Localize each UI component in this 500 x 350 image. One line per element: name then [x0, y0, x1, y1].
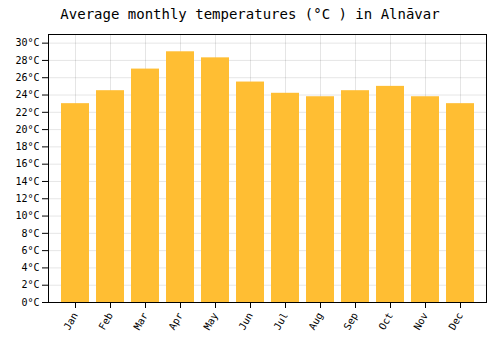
svg-text:Nov: Nov — [411, 311, 430, 332]
svg-text:4°C: 4°C — [21, 262, 39, 273]
svg-text:Jun: Jun — [236, 311, 255, 332]
svg-text:22°C: 22°C — [15, 107, 39, 118]
svg-text:16°C: 16°C — [15, 158, 39, 169]
svg-text:0°C: 0°C — [21, 297, 39, 308]
svg-text:24°C: 24°C — [15, 89, 39, 100]
svg-text:Mar: Mar — [131, 311, 150, 332]
svg-text:May: May — [201, 311, 220, 332]
svg-text:Sep: Sep — [341, 311, 360, 332]
svg-text:6°C: 6°C — [21, 245, 39, 256]
svg-text:Aug: Aug — [306, 311, 325, 332]
svg-text:Jan: Jan — [61, 311, 80, 332]
svg-text:14°C: 14°C — [15, 176, 39, 187]
svg-text:10°C: 10°C — [15, 210, 39, 221]
svg-text:Jul: Jul — [271, 311, 290, 332]
svg-text:26°C: 26°C — [15, 72, 39, 83]
svg-text:Feb: Feb — [96, 311, 115, 332]
svg-text:Apr: Apr — [166, 311, 185, 332]
svg-text:28°C: 28°C — [15, 55, 39, 66]
svg-text:20°C: 20°C — [15, 124, 39, 135]
svg-text:12°C: 12°C — [15, 193, 39, 204]
svg-text:18°C: 18°C — [15, 141, 39, 152]
svg-text:2°C: 2°C — [21, 279, 39, 290]
svg-text:30°C: 30°C — [15, 37, 39, 48]
svg-text:Oct: Oct — [376, 311, 395, 332]
html-text:Average monthly temperatures (: Average monthly temperatures (°C ) in Al… — [60, 6, 440, 22]
svg-text:Dec: Dec — [446, 311, 465, 332]
svg-text:8°C: 8°C — [21, 228, 39, 239]
